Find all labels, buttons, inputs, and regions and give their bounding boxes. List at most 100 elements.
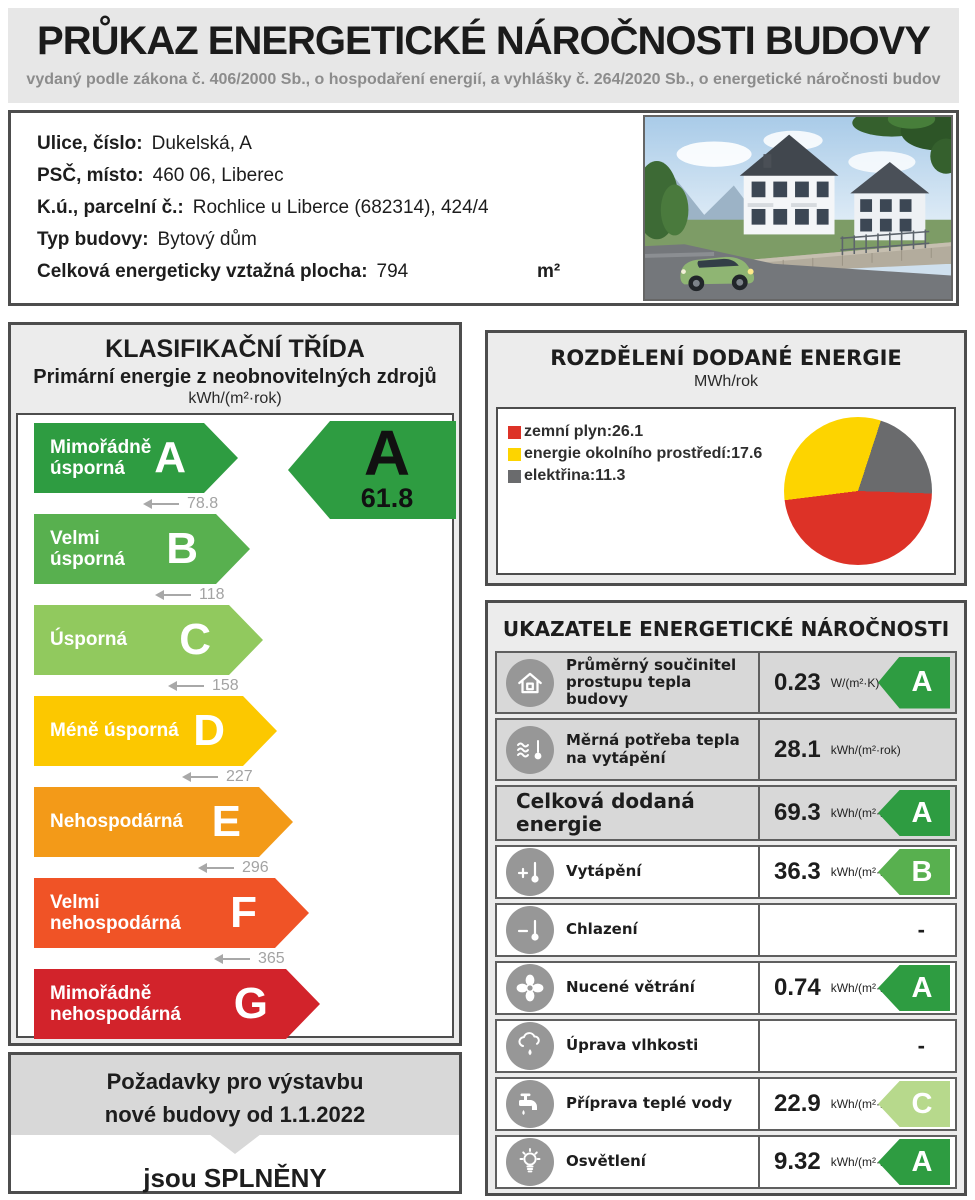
info-label: Ulice, číslo:	[37, 133, 143, 154]
indicator-unit: W/(m²·K)	[830, 675, 880, 690]
grade-badge: A	[878, 656, 950, 709]
threshold-value: 365	[258, 950, 285, 967]
class-bar-d: Méně úsporná D	[34, 696, 277, 766]
indicator-value-cell: 0.74 kWh/(m²·rok) A	[760, 963, 955, 1013]
legend-value: 11.3	[595, 467, 626, 484]
indicator-row-total-delivered: Celková dodaná energie 69.3 kWh/(m²·rok)…	[495, 785, 957, 841]
indicator-value-cell: -	[760, 905, 955, 955]
threshold-value: 296	[242, 859, 269, 876]
info-row-type: Typ budovy: Bytový dům	[37, 224, 626, 256]
info-value: Dukelská, A	[151, 133, 252, 154]
class-bar-letter: E	[211, 797, 241, 846]
classification-box: KLASIFIKAČNÍ TŘÍDA Primární energie z ne…	[8, 322, 462, 1046]
requirements-statement: Požadavky pro výstavbu nové budovy od 1.…	[11, 1055, 459, 1154]
left-arrow-icon	[214, 954, 250, 964]
class-threshold-b: 118	[155, 586, 225, 604]
legend-item-gas: zemní plyn 26.1	[508, 421, 762, 443]
left-arrow-icon	[168, 681, 204, 691]
cloud-drop-icon	[506, 1022, 554, 1070]
area-unit: m²	[537, 261, 561, 282]
grade-badge: A	[878, 1139, 950, 1185]
indicator-label-cell: Měrná potřeba tepla na vytápění	[497, 720, 760, 779]
indicator-label: Vytápění	[566, 862, 642, 881]
indicator-value-cell: 9.32 kWh/(m²·rok) A	[760, 1137, 955, 1187]
class-threshold-e: 296	[198, 859, 269, 877]
class-bar-label: Mimořádně úsporná	[50, 436, 152, 479]
grade-badge: A	[878, 965, 950, 1011]
building-illustration	[645, 117, 951, 299]
indicator-value: 69.3	[774, 799, 821, 826]
indicator-value-cell: -	[760, 1021, 955, 1071]
building-info-rows: Ulice, číslo: Dukelská, A PSČ, místo: 460 …	[11, 113, 956, 288]
threshold-value: 227	[226, 768, 253, 785]
indicator-row-cooling: Chlazení -	[495, 903, 957, 957]
class-bar-a: Mimořádně úsporná A	[34, 423, 238, 493]
info-row-city: PSČ, místo: 460 06, Liberec	[37, 160, 626, 192]
indicator-value: 0.74	[774, 974, 821, 1001]
grade-letter: A	[911, 796, 933, 829]
indicator-label: Chlazení	[566, 920, 638, 939]
class-bar-label: Nehospodárná	[50, 811, 184, 833]
class-bar-label: Úsporná	[50, 629, 128, 651]
heat-waves-icon	[506, 725, 554, 774]
class-bar-g: Mimořádně nehospodárná G	[34, 969, 320, 1039]
indicator-value-cell: 69.3 kWh/(m²·rok) A	[760, 787, 955, 839]
indicator-value-cell: 36.3 kWh/(m²·rok) B	[760, 847, 955, 897]
threshold-value: 118	[199, 586, 225, 603]
legend-value: 17.6	[731, 445, 763, 462]
indicators-box: UKAZATELE ENERGETICKÉ NÁROČNOSTI Průměrn…	[485, 600, 967, 1196]
rating-arrow: A 61.8	[288, 421, 456, 519]
class-bar-label: Velmi nehospodárná	[50, 891, 181, 934]
energy-distribution-panel: zemní plyn 26.1 energie okolního prostře…	[496, 407, 956, 575]
class-bar-letter: A	[154, 433, 186, 482]
bulb-icon	[506, 1138, 554, 1186]
grade-letter: B	[911, 855, 933, 888]
building-info-box: Ulice, číslo: Dukelská, A PSČ, místo: 460 …	[8, 110, 959, 306]
class-bar-letter: D	[193, 706, 225, 755]
left-arrow-icon	[198, 863, 234, 873]
legend-label: energie okolního prostředí	[524, 445, 731, 463]
fan-icon	[506, 964, 554, 1012]
classification-title: KLASIFIKAČNÍ TŘÍDA	[105, 335, 365, 363]
page-subtitle: vydaný podle zákona č. 406/2000 Sb., o h…	[26, 71, 941, 88]
class-threshold-d: 227	[182, 768, 253, 786]
left-arrow-icon	[182, 772, 218, 782]
info-row-parcel: K.ú., parcelní č.: Rochlice u Liberce (68…	[37, 192, 626, 224]
class-bar-label: Mimořádně nehospodárná	[50, 982, 181, 1025]
class-bar-b: Velmi úsporná B	[34, 514, 250, 584]
indicators-rows: Průměrný součinitel prostupu tepla budov…	[488, 651, 964, 1189]
indicators-title: UKAZATELE ENERGETICKÉ NÁROČNOSTI	[502, 617, 950, 641]
threshold-value: 158	[212, 677, 239, 694]
grade-letter: A	[911, 1145, 933, 1178]
indicator-value-cell: 22.9 kWh/(m²·rok) C	[760, 1079, 955, 1129]
legend-swatch-icon	[508, 469, 521, 483]
thermometer-plus-icon	[506, 848, 554, 896]
header-band: PRŮKAZ ENERGETICKÉ NÁROČNOSTI BUDOVY vyd…	[8, 8, 959, 103]
indicator-row-lighting: Osvětlení 9.32 kWh/(m²·rok) A	[495, 1135, 957, 1189]
info-label: Celková energeticky vztažná plocha:	[37, 261, 368, 282]
indicator-label-cell: Osvětlení	[497, 1137, 760, 1187]
indicator-value-cell: 0.23 W/(m²·K) A	[760, 653, 955, 712]
info-value: 460 06, Liberec	[152, 165, 284, 186]
threshold-value: 78.8	[187, 495, 219, 512]
indicator-row-ventilation: Nucené větrání 0.74 kWh/(m²·rok) A	[495, 961, 957, 1015]
indicator-label: Průměrný součinitel prostupu tepla budov…	[566, 655, 737, 709]
indicator-label-cell: Úprava vlhkosti	[497, 1021, 760, 1071]
class-bar-e: Nehospodárná E	[34, 787, 293, 857]
info-row-street: Ulice, číslo: Dukelská, A	[37, 128, 626, 160]
class-bar-letter: B	[166, 524, 198, 573]
info-label: Typ budovy:	[37, 229, 149, 250]
requirements-line2: nové budovy od 1.1.2022	[104, 1102, 366, 1127]
grade-letter: C	[911, 1087, 933, 1120]
legend-label: zemní plyn	[524, 423, 612, 441]
info-label: PSČ, místo:	[37, 165, 144, 186]
indicator-label: Měrná potřeba tepla na vytápění	[566, 731, 740, 767]
info-value: Rochlice u Liberce (682314), 424/4	[192, 197, 489, 218]
class-threshold-f: 365	[214, 950, 285, 968]
indicator-label-cell: Nucené větrání	[497, 963, 760, 1013]
pie-legend: zemní plyn 26.1 energie okolního prostře…	[508, 421, 762, 487]
class-bar-letter: C	[179, 615, 211, 664]
indicator-label-cell: Chlazení	[497, 905, 760, 955]
indicator-row-heat-transfer: Průměrný součinitel prostupu tepla budov…	[495, 651, 957, 714]
indicator-value: 28.1	[774, 735, 821, 763]
